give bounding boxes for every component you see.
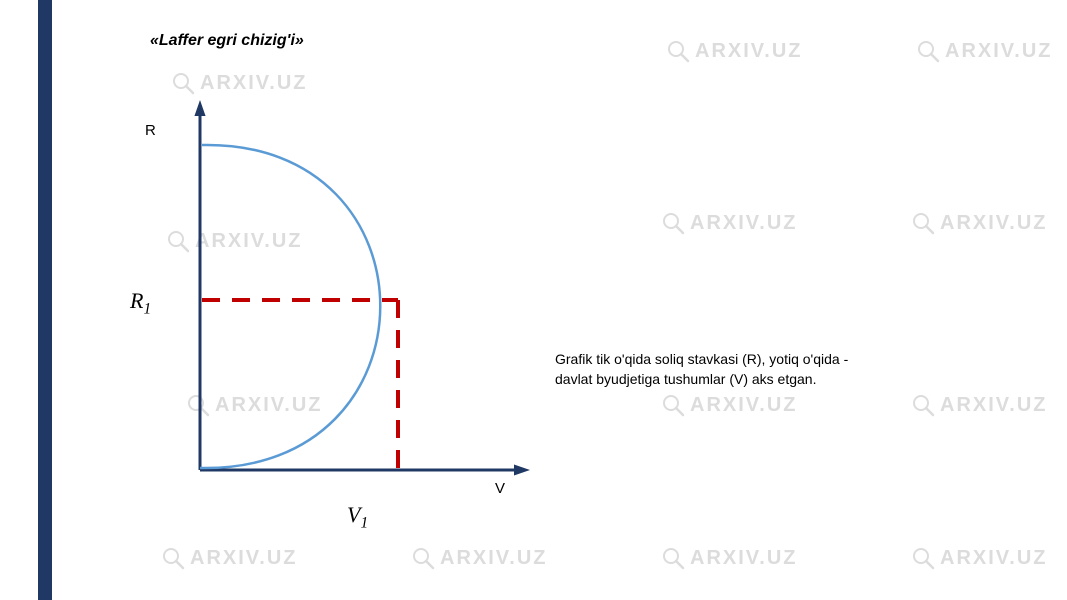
v1-main: V (347, 502, 360, 527)
magnifier-icon (160, 545, 186, 571)
watermark-text: ARXIV.UZ (940, 547, 1048, 570)
watermark: ARXIV.UZ (660, 210, 798, 236)
magnifier-icon (915, 38, 941, 64)
watermark: ARXIV.UZ (410, 545, 548, 571)
magnifier-icon (660, 545, 686, 571)
page-title: «Laffer egri chizig'i» (150, 32, 304, 50)
chart-svg (170, 90, 570, 510)
magnifier-icon (660, 392, 686, 418)
watermark: ARXIV.UZ (665, 38, 803, 64)
laffer-curve (200, 145, 380, 468)
left-accent-bar (38, 0, 52, 600)
watermark-text: ARXIV.UZ (690, 212, 798, 235)
magnifier-icon (910, 210, 936, 236)
watermark-text: ARXIV.UZ (945, 40, 1053, 63)
watermark: ARXIV.UZ (915, 38, 1053, 64)
v1-label: V1 (347, 502, 368, 532)
watermark-text: ARXIV.UZ (940, 212, 1048, 235)
x-axis-arrow (514, 464, 530, 475)
magnifier-icon (910, 545, 936, 571)
watermark: ARXIV.UZ (660, 392, 798, 418)
watermark: ARXIV.UZ (910, 392, 1048, 418)
r-axis-label: R (145, 122, 156, 139)
r1-sub: 1 (143, 300, 151, 317)
watermark: ARXIV.UZ (160, 545, 298, 571)
v-axis-label: V (495, 480, 505, 497)
chart-description: Grafik tik o'qida soliq stavkasi (R), yo… (555, 350, 848, 389)
laffer-chart (170, 90, 570, 510)
watermark: ARXIV.UZ (910, 210, 1048, 236)
description-line1: Grafik tik o'qida soliq stavkasi (R), yo… (555, 350, 848, 370)
magnifier-icon (410, 545, 436, 571)
r1-main: R (130, 288, 143, 313)
watermark: ARXIV.UZ (660, 545, 798, 571)
magnifier-icon (665, 38, 691, 64)
v1-sub: 1 (360, 514, 368, 531)
magnifier-icon (910, 392, 936, 418)
watermark-text: ARXIV.UZ (940, 394, 1048, 417)
r1-label: R1 (130, 288, 151, 318)
watermark: ARXIV.UZ (910, 545, 1048, 571)
watermark-text: ARXIV.UZ (695, 40, 803, 63)
description-line2: davlat byudjetiga tushumlar (V) aks etga… (555, 370, 848, 390)
watermark-text: ARXIV.UZ (690, 394, 798, 417)
watermark-text: ARXIV.UZ (440, 547, 548, 570)
watermark-text: ARXIV.UZ (690, 547, 798, 570)
magnifier-icon (660, 210, 686, 236)
watermark-text: ARXIV.UZ (190, 547, 298, 570)
y-axis-arrow (194, 100, 205, 116)
